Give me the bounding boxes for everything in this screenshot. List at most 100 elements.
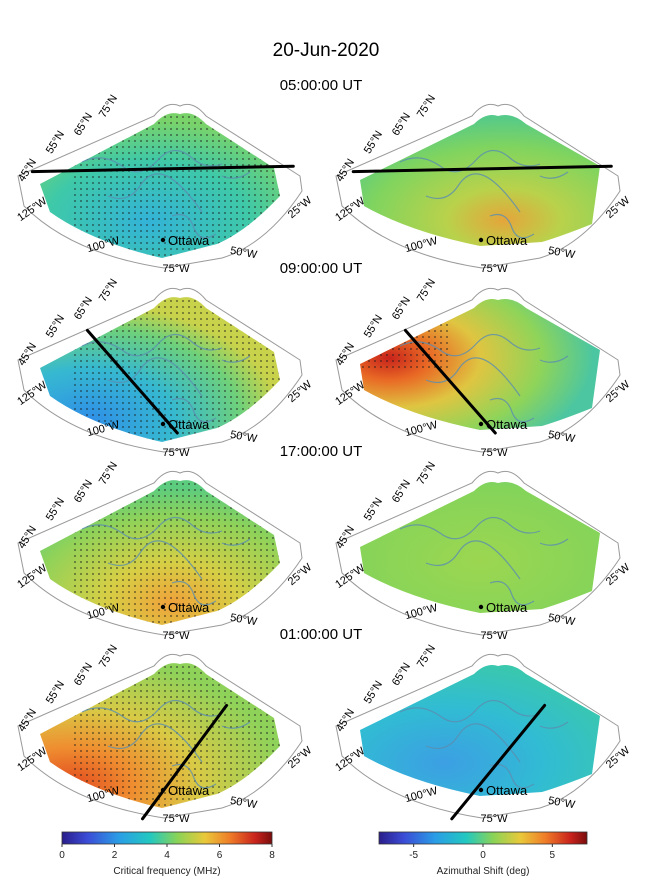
lon-label: 50°W [547, 795, 576, 812]
propagation-path [450, 703, 547, 821]
lon-label: 50°W [229, 429, 258, 446]
city-marker [478, 604, 484, 610]
city-label: Ottawa [486, 783, 528, 798]
lat-label: 65°N [72, 295, 95, 322]
city-label: Ottawa [486, 233, 528, 248]
lat-label: 65°N [390, 111, 413, 138]
colorbar-scale [378, 831, 588, 845]
lat-label: 65°N [72, 661, 95, 688]
colorbar-tick-label: 6 [217, 850, 223, 861]
lat-label: 75°N [97, 93, 120, 120]
propagation-path [403, 328, 497, 435]
colorbar-tick-label: 8 [269, 850, 275, 861]
lon-label: 75°W [162, 447, 190, 459]
lon-label: 75°W [162, 630, 190, 642]
lat-label: 75°N [97, 643, 120, 670]
panel-time-label: 05:00:00 UT [280, 77, 363, 94]
lat-label: 75°N [97, 277, 120, 304]
lat-label: 65°N [72, 478, 95, 505]
coastline [399, 516, 569, 606]
azimuth-colorbar: -5 0 5 Azimuthal Shift (deg) [378, 831, 588, 877]
city-label: Ottawa [168, 783, 210, 798]
lat-label: 55°N [362, 679, 385, 706]
lat-label: 55°N [362, 313, 385, 340]
colorbar-label: Critical frequency (MHz) [113, 866, 220, 877]
data-field [360, 115, 600, 246]
map-panel-frequency-3: Ottawa45°N55°N65°N75°N125°W100°W75°W50°W… [15, 460, 314, 642]
lat-label: 65°N [390, 661, 413, 688]
lat-label: 65°N [72, 111, 95, 138]
city-marker [160, 787, 166, 793]
colorbar-tick-label: 0 [480, 850, 486, 861]
lon-label: 50°W [547, 429, 576, 446]
map-panel-frequency-2: Ottawa45°N55°N65°N75°N125°W100°W75°W50°W… [15, 277, 314, 459]
lat-label: 55°N [44, 313, 67, 340]
coastline [399, 699, 569, 789]
lon-label: 75°W [480, 813, 508, 825]
city-label: Ottawa [168, 233, 210, 248]
map-panel-frequency-4: Ottawa45°N55°N65°N75°N125°W100°W75°W50°W… [15, 643, 314, 825]
city-label: Ottawa [168, 417, 210, 432]
panel-time-label: 17:00:00 UT [280, 443, 363, 460]
lat-label: 75°N [415, 93, 438, 120]
panel-time-label: 01:00:00 UT [280, 626, 363, 643]
coastline [399, 149, 569, 239]
colorbar-tick-label: 2 [112, 850, 118, 861]
propagation-path [30, 164, 295, 174]
coastline [81, 699, 251, 789]
data-field [360, 665, 600, 796]
map-panel-frequency-1: Ottawa45°N55°N65°N75°N125°W100°W75°W50°W… [15, 93, 314, 275]
lat-label: 65°N [390, 295, 413, 322]
lon-label: 50°W [229, 612, 258, 629]
map-panel-azimuth-1: Ottawa45°N55°N65°N75°N125°W100°W75°W50°W… [333, 93, 632, 275]
colorbar-tick-label: 5 [550, 850, 556, 861]
lat-label: 55°N [362, 496, 385, 523]
city-marker [478, 237, 484, 243]
lon-label: 50°W [547, 612, 576, 629]
city-marker [478, 421, 484, 427]
city-marker [160, 237, 166, 243]
lon-label: 50°W [547, 245, 576, 262]
lat-label: 75°N [97, 460, 120, 487]
city-marker [478, 787, 484, 793]
frequency-colorbar: 0 2 4 6 8 Critical frequency (MHz) [59, 831, 275, 877]
city-marker [160, 604, 166, 610]
lon-label: 50°W [229, 795, 258, 812]
lat-label: 55°N [44, 496, 67, 523]
figure-title: 20-Jun-2020 [273, 40, 380, 61]
lat-label: 75°N [415, 460, 438, 487]
propagation-path [85, 328, 179, 435]
map-panel-azimuth-2: Ottawa45°N55°N65°N75°N125°W100°W75°W50°W… [333, 277, 632, 459]
map-panel-azimuth-4: Ottawa45°N55°N65°N75°N125°W100°W75°W50°W… [333, 643, 632, 825]
lat-label: 75°N [415, 643, 438, 670]
city-label: Ottawa [486, 417, 528, 432]
city-label: Ottawa [486, 600, 528, 615]
lon-label: 75°W [162, 813, 190, 825]
map-panel-azimuth-3: Ottawa45°N55°N65°N75°N125°W100°W75°W50°W… [333, 460, 632, 642]
lon-label: 50°W [229, 245, 258, 262]
lat-label: 75°N [415, 277, 438, 304]
coastline [399, 333, 569, 423]
panel-time-label: 09:00:00 UT [280, 260, 363, 277]
lat-label: 65°N [390, 478, 413, 505]
colorbar-tick-label: 4 [164, 850, 170, 861]
coastline [81, 516, 251, 606]
map-panels: 05:00:00 UT 09:00:00 UT 17:00:00 UT 01:00:0… [15, 77, 632, 825]
colorbar-tick-label: 0 [59, 850, 65, 861]
lon-label: 75°W [480, 447, 508, 459]
lon-label: 75°W [480, 263, 508, 275]
colorbar-label: Azimuthal Shift (deg) [437, 866, 530, 877]
colorbars: 0 2 4 6 8 Critical frequency (MHz) -5 0 5 Azimuth… [59, 831, 588, 877]
lon-label: 75°W [480, 630, 508, 642]
lat-label: 55°N [44, 129, 67, 156]
coastline [81, 149, 251, 239]
colorbar-tick-label: -5 [409, 850, 418, 861]
lat-label: 55°N [44, 679, 67, 706]
city-label: Ottawa [168, 600, 210, 615]
data-field [360, 482, 600, 613]
lon-label: 75°W [162, 263, 190, 275]
colorbar-scale [61, 831, 273, 845]
data-field [360, 299, 600, 430]
lat-label: 55°N [362, 129, 385, 156]
